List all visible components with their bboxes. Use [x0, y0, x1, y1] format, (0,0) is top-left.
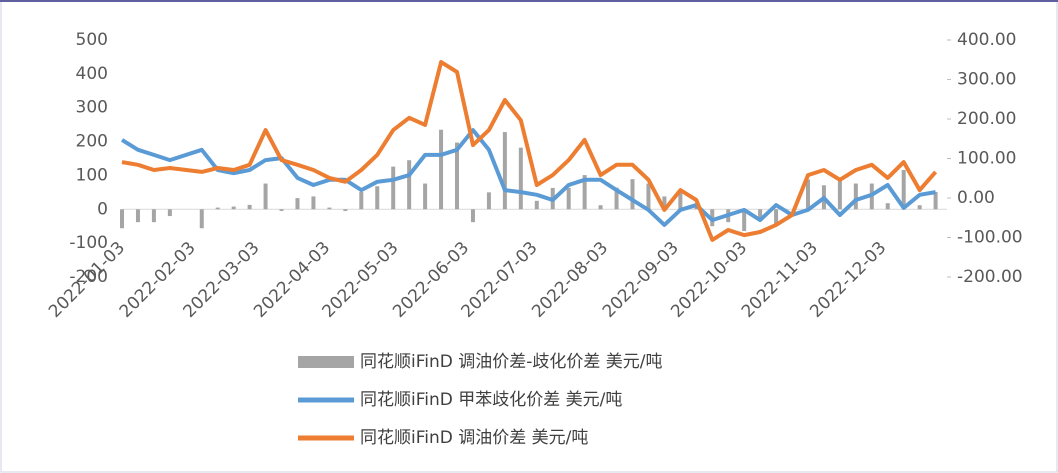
bar — [502, 132, 507, 210]
line-series — [120, 128, 936, 227]
legend-label: 同花顺iFinD 调油价差 美元/吨 — [360, 428, 588, 448]
bar — [359, 192, 364, 210]
line-series — [121, 60, 938, 242]
y2-tick-label: 400.00 — [957, 30, 1016, 50]
bar — [327, 207, 332, 210]
bar — [247, 204, 252, 210]
legend-label: 同花顺iFinD 调油价差-歧化价差 美元/吨 — [360, 352, 663, 372]
bar — [231, 206, 236, 210]
legend-swatch — [298, 356, 354, 368]
bar — [167, 209, 172, 217]
y-tick-label: 100 — [76, 165, 108, 185]
bar — [582, 175, 587, 210]
bar — [135, 209, 140, 223]
y-tick-label: -100 — [69, 233, 108, 253]
bar — [534, 200, 539, 210]
bar — [742, 209, 747, 231]
bar — [470, 209, 475, 223]
y-tick-label: 500 — [76, 30, 108, 50]
bar — [279, 209, 284, 211]
bar — [774, 209, 779, 227]
bar — [598, 205, 603, 210]
bar — [805, 179, 810, 210]
bar — [263, 183, 268, 210]
bar — [885, 203, 890, 210]
y2-tick-label: 0.00 — [957, 188, 995, 208]
bar — [933, 192, 938, 210]
bar — [853, 183, 858, 210]
y2-tick-label: 300.00 — [957, 70, 1016, 90]
bar — [407, 160, 412, 210]
y2-tick-label: -100.00 — [957, 228, 1023, 248]
bar — [566, 187, 571, 210]
bar — [630, 179, 635, 210]
bar — [343, 209, 348, 211]
y-tick-label: 300 — [76, 98, 108, 118]
bar — [439, 129, 444, 210]
bar — [662, 196, 667, 210]
y-tick-label: 200 — [76, 132, 108, 152]
y2-tick-label: 100.00 — [957, 149, 1016, 169]
bar — [901, 170, 906, 210]
bar — [678, 192, 683, 210]
bar — [486, 192, 491, 210]
y-tick-label: 400 — [76, 64, 108, 84]
bar — [391, 166, 396, 210]
bar — [120, 209, 124, 229]
bar — [199, 209, 204, 229]
y-tick-label: -200 — [69, 267, 108, 287]
bar — [375, 186, 380, 210]
bar — [151, 209, 156, 223]
y2-tick-label: -200.00 — [957, 267, 1023, 287]
y2-tick-label: 200.00 — [957, 109, 1016, 129]
legend-label: 同花顺iFinD 甲苯歧化价差 美元/吨 — [360, 390, 622, 410]
bar — [455, 142, 460, 210]
bar — [295, 198, 300, 210]
bar — [614, 187, 619, 210]
bar — [423, 183, 428, 210]
bar — [311, 196, 316, 210]
bar — [215, 207, 220, 210]
bar — [758, 209, 763, 220]
y-tick-label: 0 — [97, 199, 108, 219]
bar — [837, 179, 842, 210]
bar — [518, 147, 523, 210]
bar — [646, 183, 651, 210]
bar — [917, 205, 922, 210]
